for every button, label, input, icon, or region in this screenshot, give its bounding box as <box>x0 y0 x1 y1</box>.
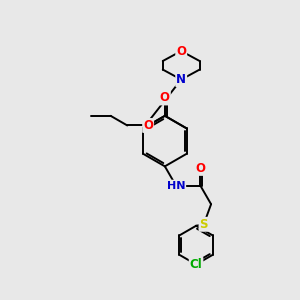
Text: O: O <box>143 119 153 132</box>
Text: S: S <box>200 218 208 231</box>
Text: Cl: Cl <box>190 258 202 271</box>
Text: N: N <box>176 73 186 86</box>
Text: HN: HN <box>167 181 185 191</box>
Text: O: O <box>176 44 186 58</box>
Text: O: O <box>195 162 206 175</box>
Text: O: O <box>160 92 170 104</box>
